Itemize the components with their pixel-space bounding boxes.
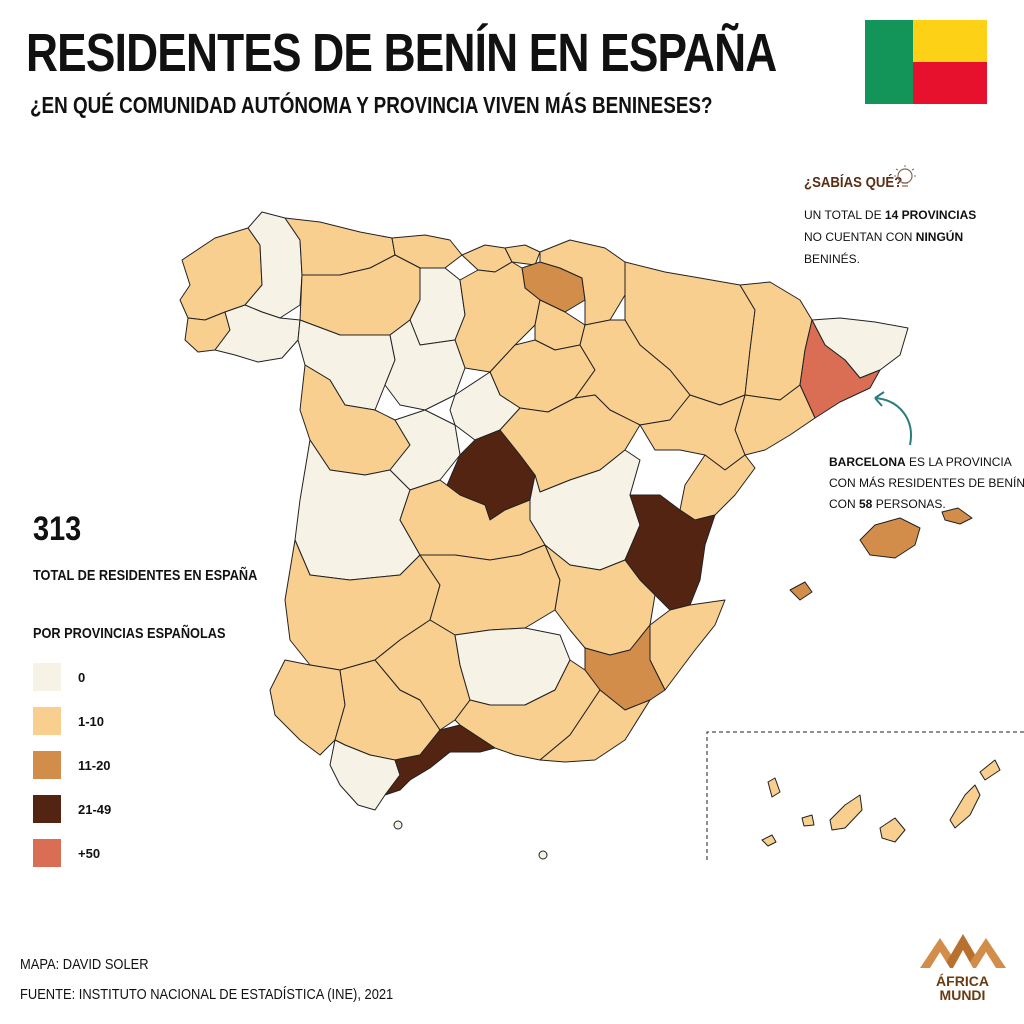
province-ibiza (789, 581, 813, 601)
province-teruel (639, 394, 746, 471)
province-canarias-gran-canaria (879, 817, 906, 843)
legend: 0 1-10 11-20 21-49 +50 (33, 660, 111, 880)
legend-label: 11-20 (78, 757, 111, 773)
province-menorca (941, 507, 973, 525)
fact-text-part-1: UN TOTAL DE (804, 208, 885, 222)
legend-label: 1-10 (78, 713, 105, 729)
province-gipuzkoa (504, 244, 541, 266)
total-residents-value: 313 (33, 510, 82, 548)
legend-label: 21-49 (78, 801, 112, 817)
callout-arrow (874, 397, 912, 446)
logo-line-1: ÁFRICA (936, 973, 989, 989)
province-alicante (649, 599, 726, 691)
benin-flag (865, 20, 987, 104)
legend-item: +50 (33, 836, 111, 870)
flag-green-band (865, 20, 913, 104)
source-credit: FUENTE: INSTITUTO NACIONAL DE ESTADÍSTIC… (20, 986, 394, 1003)
province-canarias-fuerteventura (949, 784, 981, 829)
flag-red-band (913, 62, 987, 104)
legend-item: 1-10 (33, 704, 111, 738)
ceuta (393, 820, 403, 830)
map-credit: MAPA: DAVID SOLER (20, 956, 149, 973)
province-canarias-tenerife (829, 794, 863, 831)
legend-label: +50 (78, 845, 101, 861)
province-castellon (679, 454, 756, 521)
province-canarias-la-palma (767, 777, 781, 798)
province-huelva (269, 659, 346, 756)
legend-title: POR PROVINCIAS ESPAÑOLAS (33, 625, 226, 642)
canarias-inset-frame (706, 731, 1024, 860)
fact-text-part-2: NO CUENTAN CON (804, 230, 916, 244)
fact-text: UN TOTAL DE 14 PROVINCIAS NO CUENTAN CON… (804, 204, 984, 270)
legend-label: 0 (78, 669, 86, 685)
province-lugo (244, 211, 303, 319)
lightbulb-icon (894, 165, 916, 187)
province-canarias-gomera (801, 814, 815, 827)
province-ourense (214, 304, 301, 363)
callout-arrow-head (874, 391, 885, 407)
legend-item: 21-49 (33, 792, 111, 826)
fact-bold-2: NINGÚN (915, 230, 964, 244)
province-canarias-lanzarote (979, 759, 1001, 781)
province-canarias-hierro (761, 834, 777, 847)
legend-swatch (33, 707, 61, 735)
province-malaga (384, 724, 496, 796)
flag-yellow-band (913, 20, 987, 62)
province-mallorca (859, 517, 921, 559)
legend-swatch (33, 795, 61, 823)
fact-bold-1: 14 PROVINCIAS (884, 208, 977, 222)
africa-mundi-logo: ÁFRICA MUNDI (915, 930, 1010, 1015)
legend-item: 0 (33, 660, 111, 694)
barcelona-callout: BARCELONA ES LA PROVINCIA CON MÁS RESIDE… (829, 452, 1024, 515)
melilla (538, 850, 548, 860)
province-almeria (539, 689, 651, 763)
page-title: RESIDENTES DE BENÍN EN ESPAÑA (26, 23, 777, 83)
callout-text-1: ES LA PROVINCIA CON MÁS RESIDENTES DE BE… (829, 455, 1024, 511)
callout-bold-1: BARCELONA (829, 455, 906, 469)
callout-bold-2: 58 (859, 497, 873, 511)
mountains-logo-icon (919, 934, 1006, 968)
fact-text-part-3: BENINÉS. (804, 252, 861, 266)
legend-item: 11-20 (33, 748, 111, 782)
legend-swatch (33, 839, 61, 867)
logo-line-2: MUNDI (939, 987, 986, 1003)
legend-swatch (33, 663, 61, 691)
fact-title: ¿SABÍAS QUÉ? (804, 174, 903, 191)
page-subtitle: ¿EN QUÉ COMUNIDAD AUTÓNOMA Y PROVINCIA V… (30, 92, 713, 118)
legend-swatch (33, 751, 61, 779)
total-residents-label: TOTAL DE RESIDENTES EN ESPAÑA (33, 567, 258, 584)
callout-text-2: PERSONAS. (872, 497, 946, 511)
